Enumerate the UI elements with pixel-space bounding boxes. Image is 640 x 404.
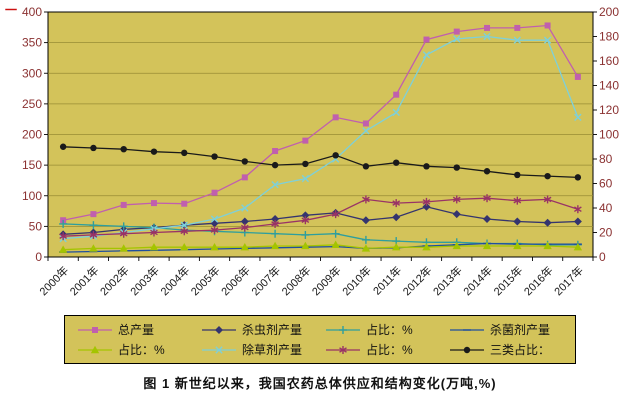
right-axis-label: 60 [599,177,613,191]
legend-label: 三类占比： [490,343,551,357]
right-axis-label: 140 [599,79,619,93]
x-axis-label: 2012年 [400,263,435,298]
series-markers-4 [58,240,583,253]
legend-item-4: 占比：% [77,341,191,358]
legend-marker-plus-icon [326,325,360,334]
legend-marker-circle-icon [450,346,484,353]
legend-label: 杀虫剂产量 [242,323,303,337]
series-line-3 [63,242,578,253]
legend-label: 占比：% [366,343,413,357]
right-axis-label: 0 [599,250,606,264]
figure-caption: 图 1 新世纪以来，我国农药总体供应和结构变化(万吨,%) [143,376,497,391]
left-axis-label: 50 [29,219,43,233]
x-axis-label: 2003年 [127,263,162,298]
x-axis-label: 2002年 [97,263,132,298]
legend-item-7: 三类占比： [449,341,563,358]
right-axis-label: 100 [599,128,619,142]
x-axis-label: 2009年 [309,263,344,298]
series-line-7 [63,146,578,179]
left-axis-label: 150 [22,158,42,172]
chart-legend: 总产量 杀虫剂产量 占比：% 杀菌剂产量 占比：% 除草剂产量 占比：% 三类占比： [64,315,576,364]
x-axis-label: 2007年 [248,263,283,298]
left-axis-label: 350 [22,36,42,50]
legend-label: 占比：% [118,343,165,357]
x-axis-label: 2015年 [490,263,525,298]
legend-marker-diamond-icon [202,325,236,334]
legend-item-5: 除草剂产量 [201,341,315,358]
right-axis-label: 40 [599,201,613,215]
legend-item-1: 杀虫剂产量 [201,321,315,338]
legend-label: 杀菌剂产量 [490,323,551,337]
x-axis-label: 2005年 [188,263,223,298]
x-axis-label: 2006年 [218,263,253,298]
series-line-0 [62,24,579,221]
left-axis-label: 250 [22,97,42,111]
right-axis-label: 20 [599,226,613,240]
x-axis-label: 2016年 [521,263,556,298]
line-chart: 0 50 100 150 200 250 300 350 400 0 20 40 60 80 100 120 1… [22,5,619,298]
x-axis-label: 2017年 [551,263,586,298]
x-axis-label: 2000年 [36,263,71,298]
x-axis-label: 2001年 [67,263,102,298]
legend-label: 占比：% [366,323,413,337]
x-axis-label: 2010年 [339,263,374,298]
series-markers-0 [60,22,581,224]
legend-item-0: 总产量 [77,321,191,338]
legend-item-3: 杀菌剂产量 [449,321,563,338]
series-line-6 [63,197,579,237]
right-axis-label: 80 [599,152,613,166]
legend-marker-square-icon [78,326,112,333]
series-markers-6 [59,194,582,241]
legend-label: 除草剂产量 [242,343,303,357]
series-line-4 [63,244,578,251]
x-axis-label: 2008年 [278,263,313,298]
x-axis-label: 2013年 [430,263,465,298]
left-axis-label: 100 [22,189,42,203]
x-axis-label: 2011年 [370,263,404,297]
right-axis-label: 200 [599,5,619,19]
legend-item-6: 占比：% [325,341,439,358]
legend-item-2: 占比：% [325,321,439,338]
series-line-5 [63,35,579,240]
legend-marker-asterisk-icon [326,345,360,354]
legend-marker-triangle-icon [78,345,112,353]
left-axis-label: 0 [35,250,42,264]
x-axis-label: 2004年 [157,263,192,298]
legend-marker-x-icon [202,345,236,354]
series-markers-7 [59,143,582,181]
left-axis-label: 400 [22,5,42,19]
stray-red-mark: 一 [5,3,18,17]
right-axis-label: 120 [599,103,619,117]
right-axis-label: 180 [599,30,619,44]
left-axis-label: 200 [22,128,42,142]
right-axis-label: 160 [599,54,619,68]
legend-label: 总产量 [118,323,155,337]
x-axis-label: 2014年 [460,263,495,298]
legend-marker-dash-icon [450,328,484,331]
left-axis-label: 300 [22,66,42,80]
